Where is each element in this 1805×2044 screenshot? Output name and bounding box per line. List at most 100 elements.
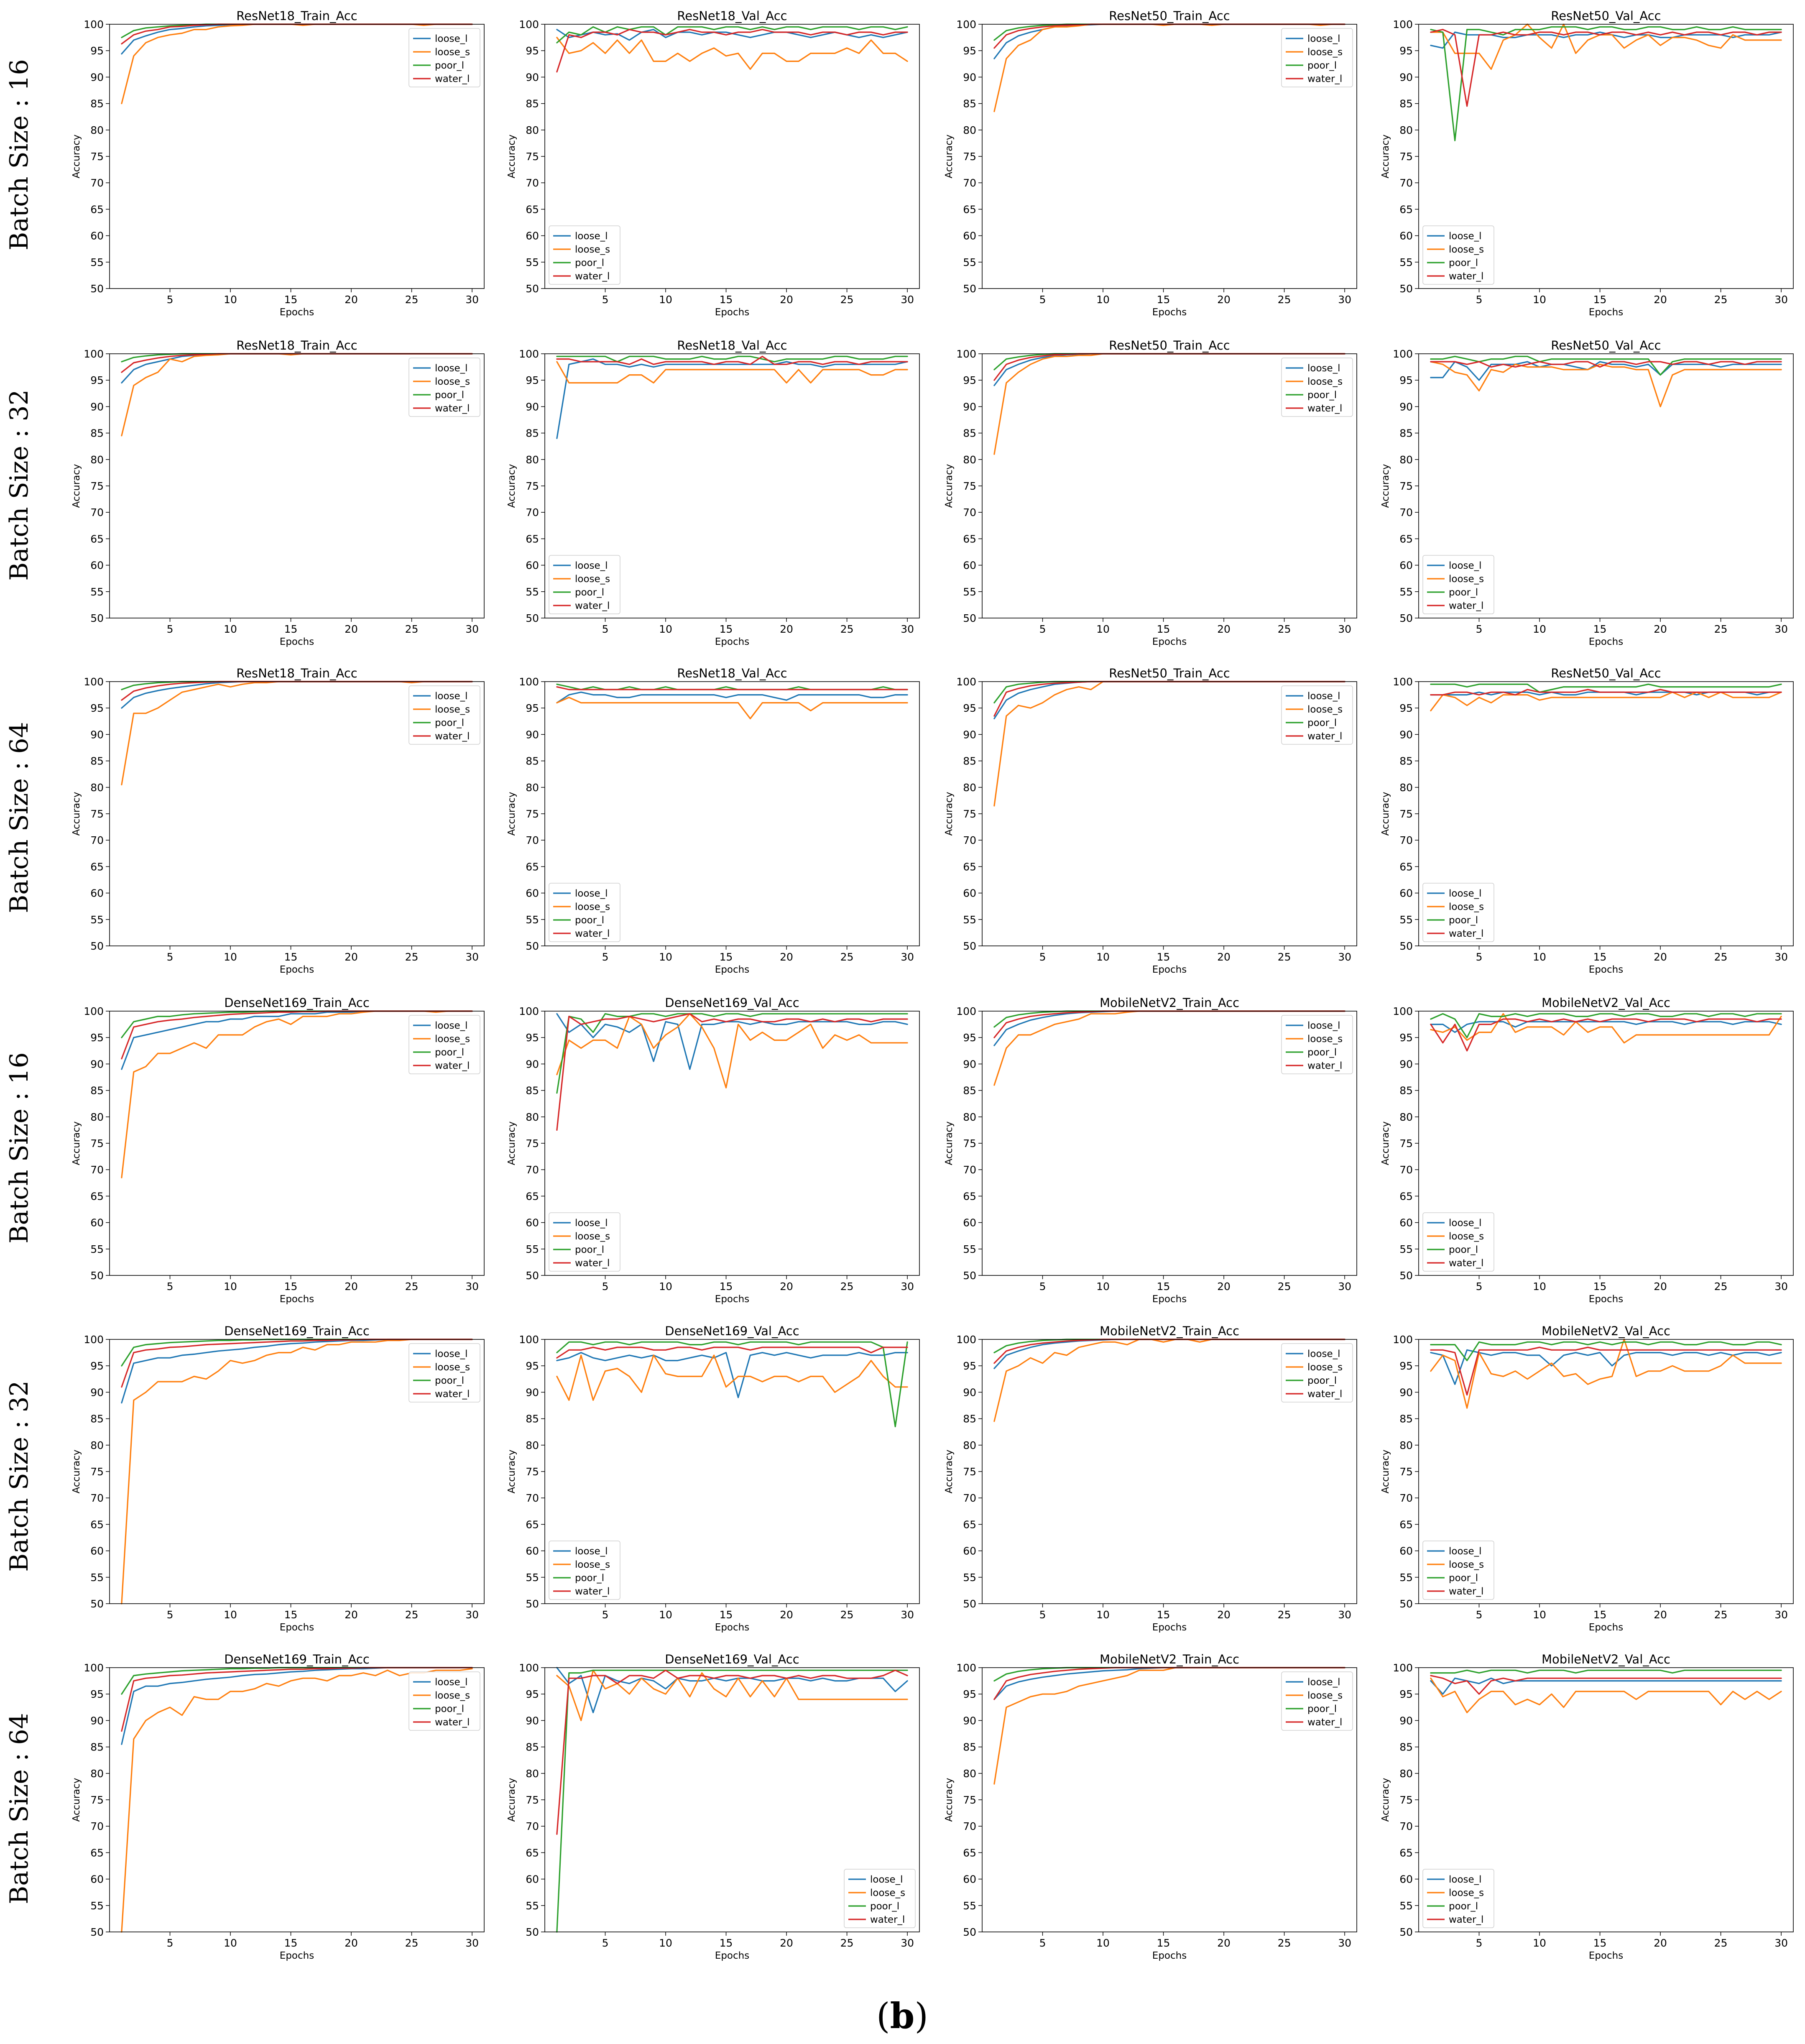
series-line-loose-s [1430, 23, 1782, 70]
legend-label: loose_l [435, 691, 468, 702]
x-tick-label: 10 [224, 1280, 237, 1293]
y-tick-label: 50 [526, 283, 539, 295]
x-tick-label: 30 [465, 1609, 479, 1621]
x-tick-label: 25 [1714, 623, 1728, 635]
legend-label: water_l [1449, 1258, 1483, 1269]
y-tick-label: 55 [526, 256, 539, 268]
y-tick-label: 100 [956, 1334, 976, 1346]
x-tick-label: 20 [780, 1280, 793, 1293]
y-tick-label: 75 [963, 1137, 976, 1150]
legend-label: loose_l [575, 888, 608, 899]
y-tick-label: 65 [963, 203, 976, 215]
legend-label: poor_l [1449, 915, 1478, 926]
chart-legend: loose_l loose_s poor_l water_l [1422, 555, 1494, 614]
y-tick-label: 75 [90, 1794, 104, 1806]
y-tick-label: 50 [90, 283, 104, 295]
x-tick-label: 30 [1774, 294, 1788, 306]
x-tick-label: 25 [1278, 951, 1291, 963]
legend-label: poor_l [435, 1047, 464, 1058]
chart-legend: loose_l loose_s poor_l water_l [1422, 883, 1494, 942]
series-line-loose-s [556, 361, 908, 384]
x-tick-label: 10 [659, 623, 672, 635]
caption-paren-close: ) [914, 1995, 928, 2036]
x-tick-label: 20 [1654, 1280, 1667, 1293]
y-tick-label: 70 [90, 834, 104, 846]
y-tick-label: 60 [526, 887, 539, 899]
x-tick-label: 5 [602, 623, 609, 635]
chart-panel: 50 55 60 65 70 75 80 85 90 95 100 5 10 15 20 25 30 ResNet… [944, 9, 1357, 318]
y-tick-label: 75 [90, 1466, 104, 1478]
legend-label: water_l [435, 1060, 470, 1071]
y-tick-label: 100 [84, 1662, 104, 1674]
y-tick-label: 95 [526, 1688, 539, 1700]
x-tick-label: 15 [1593, 1609, 1607, 1621]
y-tick-label: 85 [1399, 1085, 1413, 1097]
y-tick-label: 90 [526, 71, 539, 83]
legend-label: loose_l [435, 1677, 468, 1688]
x-tick-label: 20 [1217, 623, 1231, 635]
y-tick-label: 85 [1399, 1413, 1413, 1425]
y-tick-label: 55 [526, 1243, 539, 1255]
y-tick-label: 70 [963, 1820, 976, 1832]
y-tick-label: 55 [90, 256, 104, 268]
chart-panel: 50 55 60 65 70 75 80 85 90 95 100 5 10 15 20 25 30 ResNet… [71, 338, 485, 647]
y-tick-label: 70 [1399, 1492, 1413, 1504]
y-tick-label: 95 [1399, 702, 1413, 714]
chart-panel: 50 55 60 65 70 75 80 85 90 95 100 5 10 15 20 25 30 DenseN… [506, 1652, 920, 1961]
y-tick-label: 85 [90, 427, 104, 439]
x-axis-label: Epochs [715, 1950, 749, 1961]
y-axis-label: Accuracy [944, 1778, 955, 1822]
y-tick-label: 65 [963, 533, 976, 545]
x-tick-label: 25 [405, 294, 419, 306]
x-tick-label: 5 [1476, 1280, 1483, 1293]
y-tick-label: 90 [963, 1714, 976, 1727]
chart-title: ResNet50_Val_Acc [1551, 666, 1661, 680]
x-tick-label: 20 [1217, 1937, 1231, 1949]
y-tick-label: 50 [90, 1926, 104, 1938]
row-label: Batch Size : 32 [5, 1380, 34, 1571]
y-tick-label: 90 [1399, 401, 1413, 413]
y-tick-label: 50 [526, 940, 539, 952]
y-tick-label: 70 [526, 1820, 539, 1832]
y-tick-label: 65 [963, 1518, 976, 1530]
x-tick-label: 20 [345, 951, 358, 963]
y-tick-label: 100 [519, 1662, 539, 1674]
chart-legend: loose_l loose_s poor_l water_l [549, 1541, 620, 1600]
plot-frame [544, 1667, 920, 1932]
y-tick-label: 80 [90, 454, 104, 466]
series-line-water-l [1430, 689, 1782, 696]
legend-box [844, 1869, 916, 1928]
y-tick-label: 75 [90, 151, 104, 163]
y-tick-label: 95 [1399, 374, 1413, 386]
plot-frame [1418, 681, 1794, 946]
chart-panel: 50 55 60 65 70 75 80 85 90 95 100 5 10 15 20 25 30 DenseN… [71, 996, 485, 1305]
x-axis-label: Epochs [1152, 1950, 1187, 1961]
x-tick-label: 10 [224, 294, 237, 306]
y-tick-label: 75 [963, 1466, 976, 1478]
y-tick-label: 70 [526, 177, 539, 189]
y-tick-label: 55 [963, 586, 976, 598]
x-axis-label: Epochs [280, 1294, 314, 1305]
x-axis-label: Epochs [280, 307, 314, 318]
x-axis-label: Epochs [1589, 636, 1623, 647]
legend-label: water_l [575, 271, 610, 282]
y-tick-label: 60 [526, 1873, 539, 1886]
y-tick-label: 80 [90, 782, 104, 794]
y-axis-label: Accuracy [1380, 792, 1391, 835]
x-tick-label: 30 [465, 623, 479, 635]
y-tick-label: 95 [90, 1688, 104, 1700]
legend-label: poor_l [435, 60, 464, 71]
plot-frame [1418, 353, 1794, 618]
x-tick-label: 30 [1338, 1609, 1351, 1621]
series-line-poor-l [556, 1341, 908, 1428]
x-tick-label: 5 [602, 1280, 609, 1293]
legend-label: loose_l [1449, 1218, 1482, 1229]
y-tick-label: 65 [526, 203, 539, 215]
x-tick-label: 10 [1533, 294, 1546, 306]
y-tick-label: 60 [1399, 230, 1413, 242]
row-label: Batch Size : 64 [5, 722, 34, 913]
x-axis-label: Epochs [280, 1622, 314, 1633]
x-tick-label: 25 [405, 1609, 419, 1621]
chart-legend: loose_l loose_s poor_l water_l [1281, 685, 1353, 745]
chart-panel: 50 55 60 65 70 75 80 85 90 95 100 5 10 15 20 25 30 ResNet… [1380, 666, 1794, 975]
